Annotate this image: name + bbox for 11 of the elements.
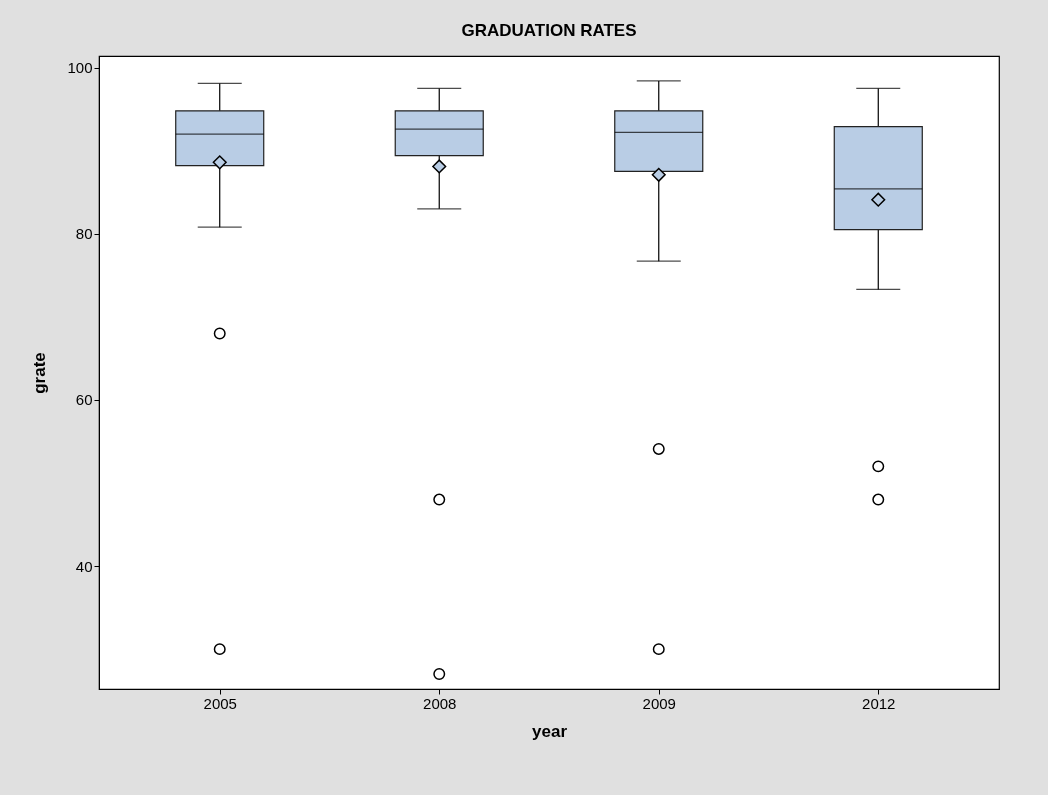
- chart-title: GRADUATION RATES: [461, 21, 637, 40]
- x-tick-label: 2012: [862, 694, 896, 712]
- y-tick-label: 80: [75, 225, 93, 243]
- y-axis-title: grate: [30, 352, 50, 394]
- y-tick-label: 100: [67, 59, 93, 77]
- x-tick-label: 2005: [203, 694, 237, 712]
- x-axis-title: year: [532, 721, 568, 741]
- y-tick-label: 60: [75, 391, 93, 409]
- x-tick-label: 2008: [423, 694, 457, 712]
- y-tick-label: 40: [75, 557, 93, 575]
- x-tick-label: 2009: [642, 694, 676, 712]
